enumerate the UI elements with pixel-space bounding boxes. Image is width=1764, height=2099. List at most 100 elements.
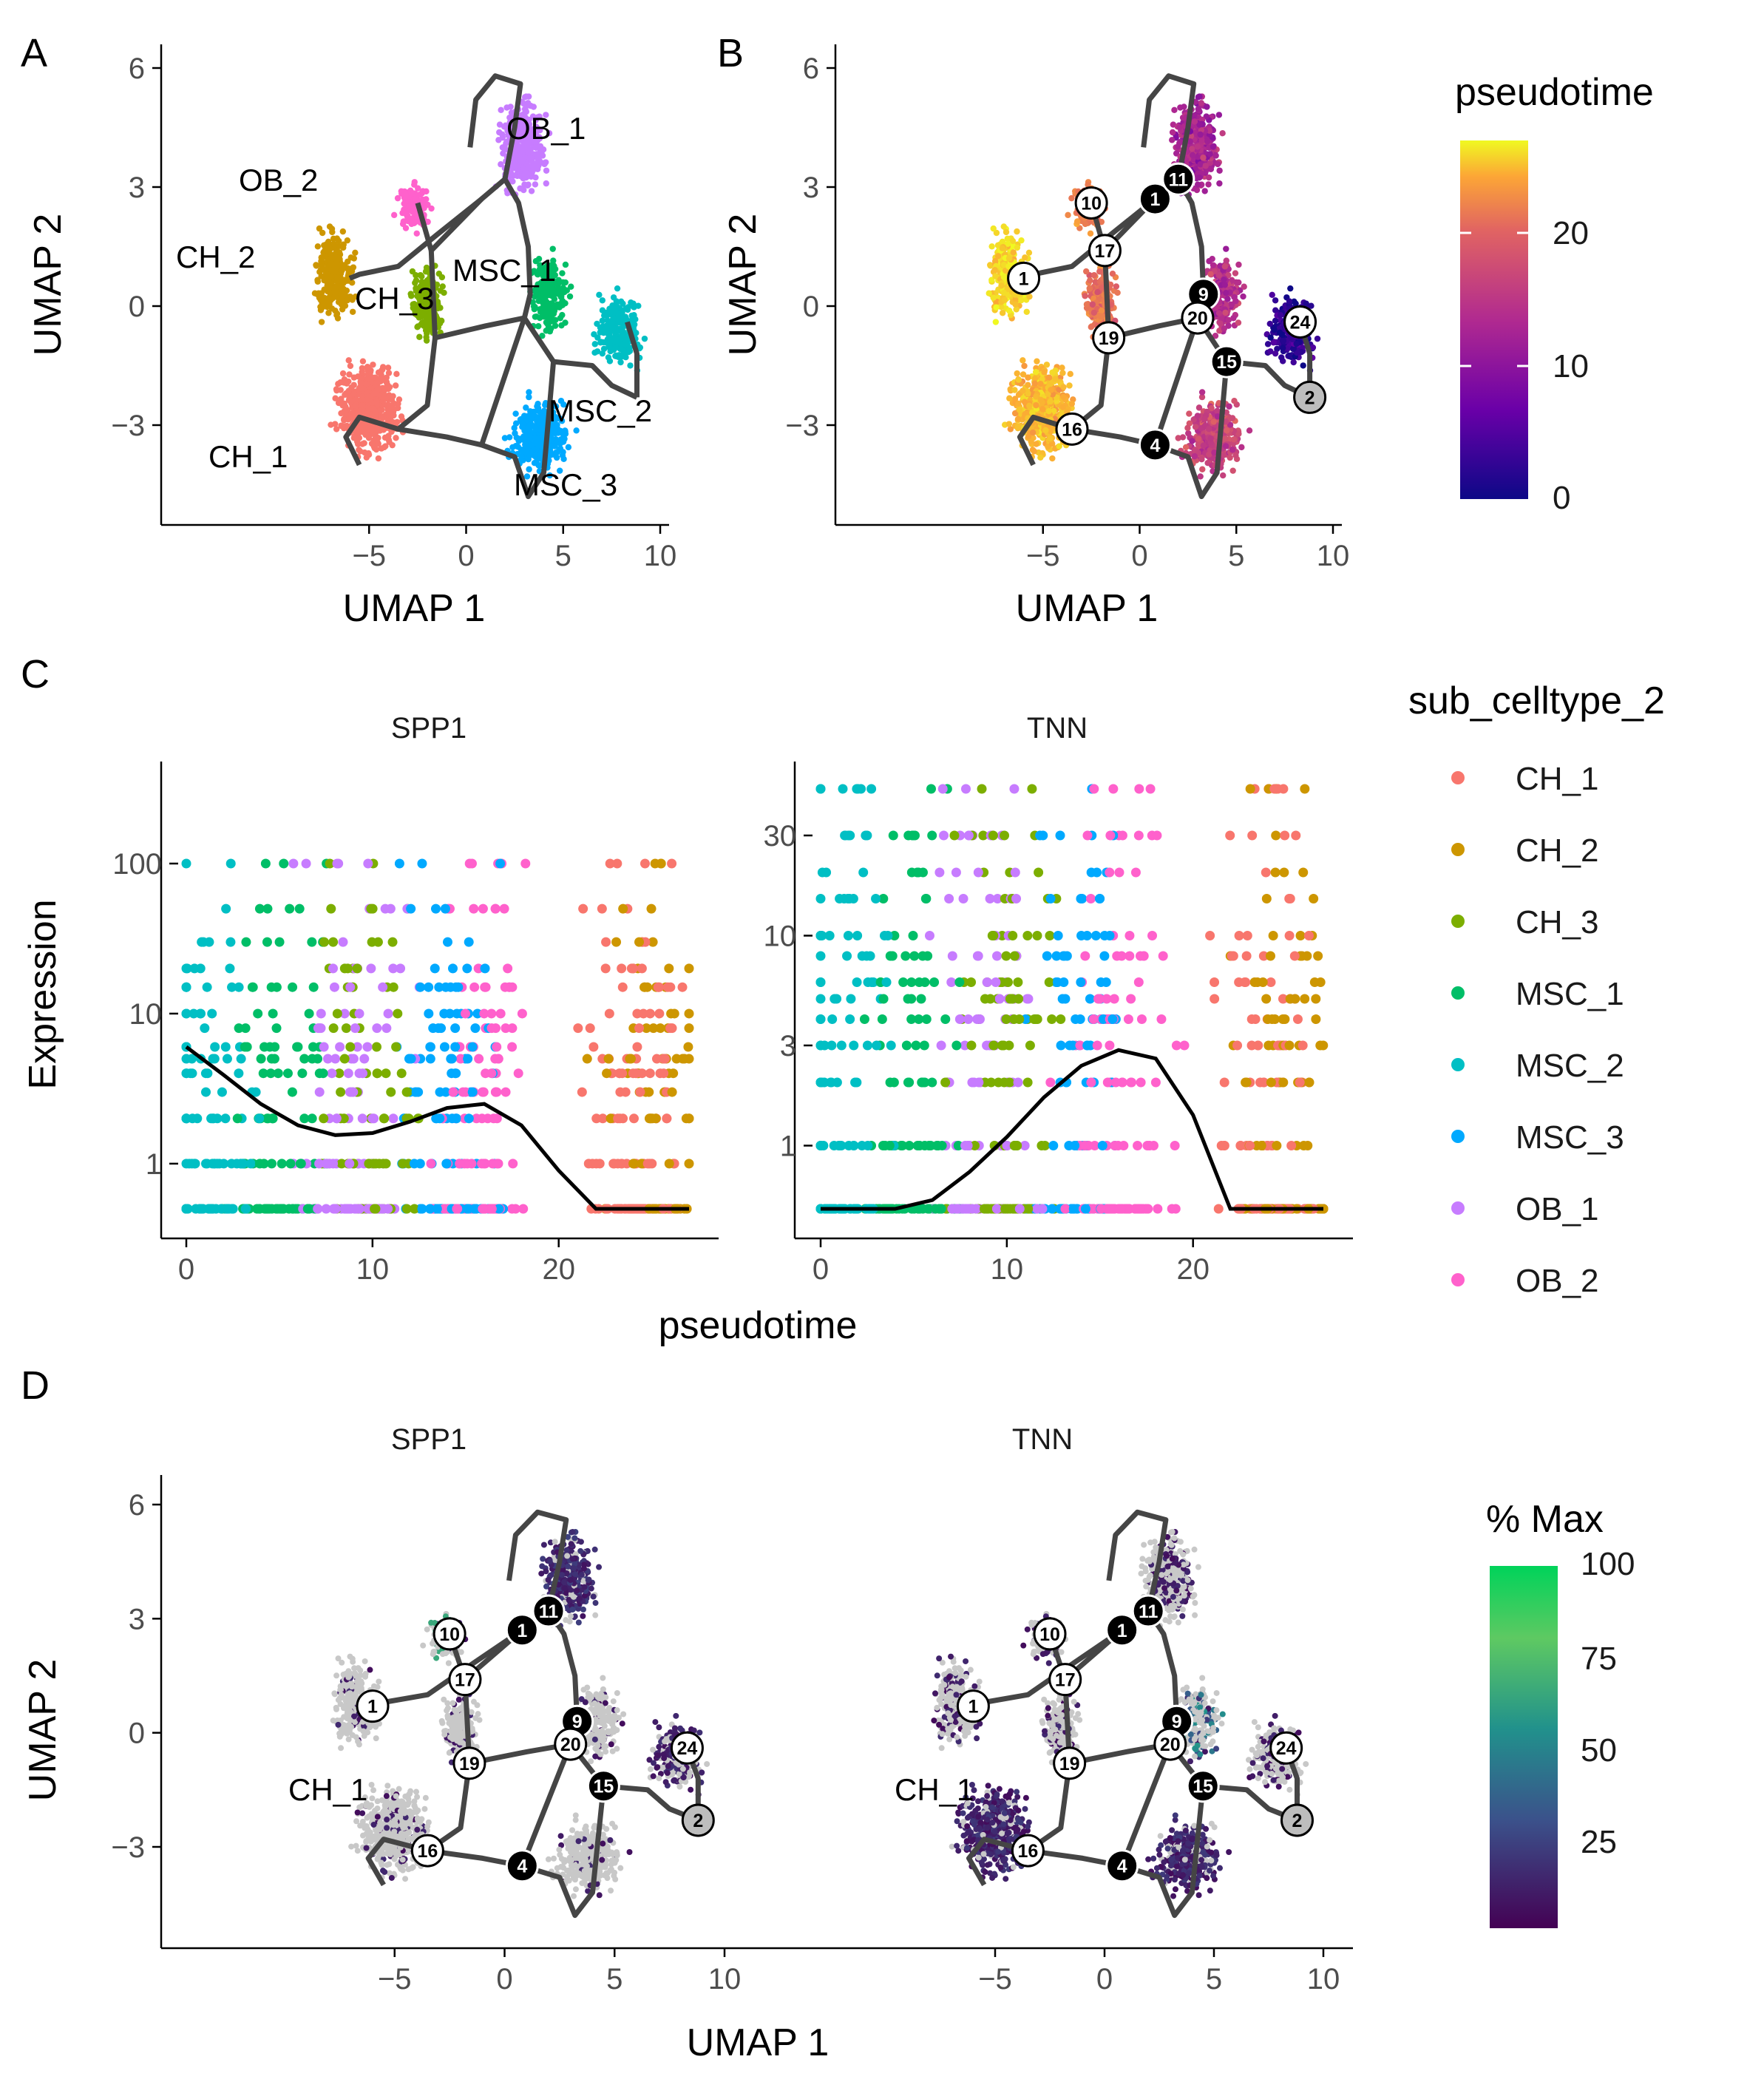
x-tick-label: 0 xyxy=(1131,540,1147,572)
umap-cell-point xyxy=(421,289,427,296)
umap-cell-point xyxy=(441,289,447,296)
umap-cell-point xyxy=(1109,271,1116,277)
umap-cell-point xyxy=(1018,296,1025,304)
umap-cell-point xyxy=(331,263,338,270)
umap-cell-point xyxy=(539,333,546,339)
umap-cell-point xyxy=(1186,410,1193,417)
umap-cell-point xyxy=(620,300,626,307)
umap-cell-point xyxy=(526,389,532,396)
umap-cell-point xyxy=(1033,401,1039,409)
umap-cell-point xyxy=(332,307,339,314)
umap-cell-point xyxy=(549,263,555,270)
umap-cell-point xyxy=(1195,404,1203,411)
umap-cell-point xyxy=(1204,104,1210,110)
y-tick-label: 0 xyxy=(803,291,819,323)
umap-cell-point xyxy=(1286,352,1292,359)
umap-cell-point xyxy=(1197,161,1204,168)
umap-cell-point xyxy=(328,296,334,303)
umap-cell-point xyxy=(339,370,347,377)
y-tick-label: 0 xyxy=(129,291,145,323)
umap-cell-point xyxy=(528,416,535,423)
umap-cell-point xyxy=(342,407,349,413)
umap-cell-point xyxy=(526,442,534,449)
legend-pseudotime-title: pseudotime xyxy=(1455,71,1654,114)
facet-label-spp1: SPP1 xyxy=(391,712,467,745)
umap-cell-point xyxy=(617,328,624,334)
umap-cell-point xyxy=(410,190,416,197)
expression-point xyxy=(299,1113,310,1124)
panel-a-cluster-labels: OB_1 OB_2 CH_2 CH_3 MSC_1 MSC_2 CH_1 MSC… xyxy=(176,111,652,502)
umap-cell-point xyxy=(406,203,413,210)
expression-point xyxy=(319,1113,329,1124)
umap-cell-point xyxy=(428,205,435,212)
x-tick-label: 5 xyxy=(1228,540,1244,572)
umap-cell-point xyxy=(1020,357,1026,364)
umap-cell-point xyxy=(345,387,352,394)
umap-cell-point xyxy=(596,291,603,298)
umap-cell-point xyxy=(506,434,513,441)
umap-cell-point xyxy=(1271,326,1278,333)
umap-cell-point xyxy=(1176,123,1183,131)
umap-cell-point xyxy=(318,273,325,279)
expression-point xyxy=(220,1042,231,1052)
umap-cell-point xyxy=(417,271,424,279)
umap-cell-point xyxy=(373,398,380,405)
umap-cell-point xyxy=(416,333,423,340)
umap-cell-point xyxy=(1175,143,1181,150)
umap-cell-point xyxy=(543,310,549,316)
umap-cell-point xyxy=(318,258,325,265)
expression-point xyxy=(388,1113,398,1124)
trajectory-node-label: 16 xyxy=(1062,419,1082,440)
umap-cell-point xyxy=(1018,237,1025,244)
umap-cell-point xyxy=(1225,316,1232,324)
umap-cell-point xyxy=(988,243,995,250)
panel-a-y-title: UMAP 2 xyxy=(27,214,69,356)
expression-point xyxy=(499,903,509,914)
umap-cell-point xyxy=(613,305,620,312)
trajectory-segment xyxy=(415,176,638,400)
umap-cell-point xyxy=(556,447,563,453)
umap-cell-point xyxy=(599,317,605,325)
umap-cell-point xyxy=(1272,350,1279,357)
umap-cell-point xyxy=(1266,320,1273,328)
umap-cell-point xyxy=(316,294,323,301)
umap-cell-point xyxy=(1229,415,1236,421)
expression-point xyxy=(301,858,311,869)
umap-cell-point xyxy=(1219,130,1226,137)
umap-cell-point xyxy=(620,349,628,356)
umap-cell-point xyxy=(334,277,341,284)
umap-cell-point xyxy=(1037,396,1044,404)
umap-cell-point xyxy=(426,320,432,328)
umap-cell-point xyxy=(525,100,532,106)
umap-cell-point xyxy=(1220,472,1227,479)
umap-cell-point xyxy=(516,152,523,159)
expression-point xyxy=(339,963,350,974)
expression-point xyxy=(396,1068,407,1079)
umap-cell-point xyxy=(1087,277,1093,284)
umap-cell-point xyxy=(1059,404,1066,410)
umap-cell-point xyxy=(1089,301,1096,308)
umap-cell-point xyxy=(1235,279,1242,286)
umap-cell-point xyxy=(1037,454,1044,461)
umap-cell-point xyxy=(1191,452,1198,460)
umap-cell-point xyxy=(1045,407,1052,415)
umap-cell-point xyxy=(1198,455,1205,463)
umap-cell-point xyxy=(610,325,617,331)
umap-cell-point xyxy=(1181,104,1187,110)
umap-cell-point xyxy=(529,163,536,169)
umap-cell-point xyxy=(594,320,600,328)
umap-cell-point xyxy=(1216,167,1223,174)
expression-point xyxy=(225,858,236,869)
umap-cell-point xyxy=(1087,230,1094,237)
umap-cell-point xyxy=(1001,296,1008,303)
umap-cell-point xyxy=(363,380,370,387)
y-tick-label: 6 xyxy=(803,52,819,85)
x-tick-label: −5 xyxy=(352,540,386,572)
umap-cell-point xyxy=(520,413,528,419)
umap-cell-point xyxy=(541,160,548,168)
umap-cell-point xyxy=(423,196,430,203)
expression-point xyxy=(262,903,273,914)
umap-cell-point xyxy=(417,309,424,316)
y-tick-label: 3 xyxy=(803,172,819,204)
umap-cell-point xyxy=(1094,289,1101,296)
